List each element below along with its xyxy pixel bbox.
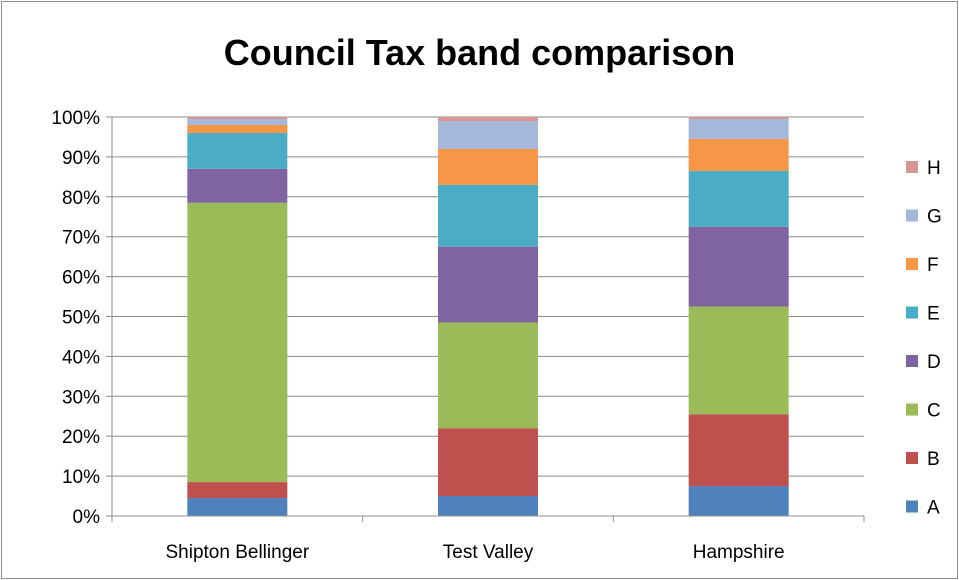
bar-segment-d [187, 168, 288, 203]
y-tick-label: 20% [62, 427, 100, 448]
bar-segment-h [187, 117, 288, 119]
legend-swatch-g [906, 209, 918, 222]
bar-segment-f [187, 124, 288, 133]
legend-swatch-h [906, 161, 918, 173]
chart-title: Council Tax band comparison [223, 32, 736, 73]
legend-label-b: B [927, 449, 940, 470]
bar-segment-a [438, 496, 538, 516]
bar-segment-b [688, 414, 789, 487]
y-tick-label: 30% [62, 387, 100, 408]
bar-segment-a [688, 486, 789, 516]
y-tick-label: 50% [62, 308, 100, 329]
bar-segment-b [438, 428, 538, 497]
legend-swatch-e [906, 306, 918, 319]
y-tick-label: 10% [62, 467, 100, 488]
bar-segment-g [688, 118, 789, 139]
legend-swatch-d [906, 355, 918, 367]
bar-segment-f [438, 148, 538, 185]
legend-label-e: E [927, 304, 940, 325]
y-tick-label: 0% [73, 507, 101, 528]
y-axis-labels: 0% 10% 20% 30% 40% 50% 60% 70% 80% 90% 100% [51, 108, 100, 528]
bar-segment-b [187, 482, 288, 499]
bar-segment-c [438, 322, 538, 429]
y-tick-label: 70% [62, 228, 100, 249]
y-tick-label: 60% [62, 268, 100, 289]
x-axis-labels: Shipton Bellinger Test Valley Hampshire [166, 542, 785, 563]
legend-swatch-a [906, 500, 918, 513]
legend-label-a: A [927, 498, 940, 519]
legend: H G F E D C B A [906, 158, 942, 519]
bar-segment-c [187, 202, 288, 483]
x-tick-label: Test Valley [443, 542, 534, 563]
legend-swatch-f [906, 258, 918, 270]
y-tick-label: 90% [62, 148, 100, 169]
bar-segment-g [438, 120, 538, 149]
legend-label-c: C [927, 401, 941, 422]
bars [187, 117, 789, 516]
bar-segment-d [688, 226, 789, 307]
legend-swatch-c [906, 403, 918, 416]
bar-segment-e [688, 170, 789, 227]
bar-segment-h [438, 117, 538, 121]
legend-label-d: D [927, 352, 941, 373]
y-tick-label: 80% [62, 188, 100, 209]
bar-segment-f [688, 138, 789, 171]
y-tick-label: 40% [62, 347, 100, 368]
bar-segment-g [187, 118, 288, 125]
axes [111, 117, 865, 522]
legend-label-g: G [927, 207, 942, 228]
bar-segment-c [688, 306, 789, 415]
bar-segment-h [688, 117, 789, 119]
y-tick-label: 100% [51, 108, 100, 129]
x-tick-label: Hampshire [693, 542, 785, 563]
x-tick-label: Shipton Bellinger [166, 542, 310, 563]
legend-label-h: H [927, 158, 941, 179]
bar-segment-d [438, 246, 538, 323]
bar-segment-e [187, 132, 288, 169]
bar-segment-a [187, 498, 288, 516]
legend-label-f: F [927, 255, 939, 276]
bar-segment-e [438, 184, 538, 247]
legend-swatch-b [906, 452, 918, 464]
